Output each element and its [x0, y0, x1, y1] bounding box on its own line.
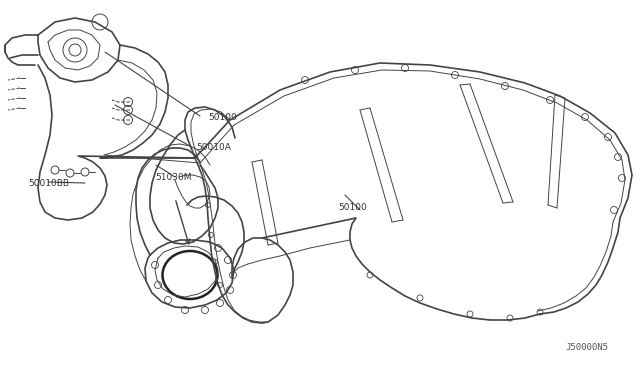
Text: 50010A: 50010A	[196, 144, 231, 153]
Text: 50100: 50100	[338, 202, 367, 212]
Text: 50010BB: 50010BB	[28, 179, 69, 187]
Text: 50100: 50100	[208, 113, 237, 122]
Text: 51030M: 51030M	[155, 173, 191, 183]
Text: J50000N5: J50000N5	[565, 343, 608, 352]
